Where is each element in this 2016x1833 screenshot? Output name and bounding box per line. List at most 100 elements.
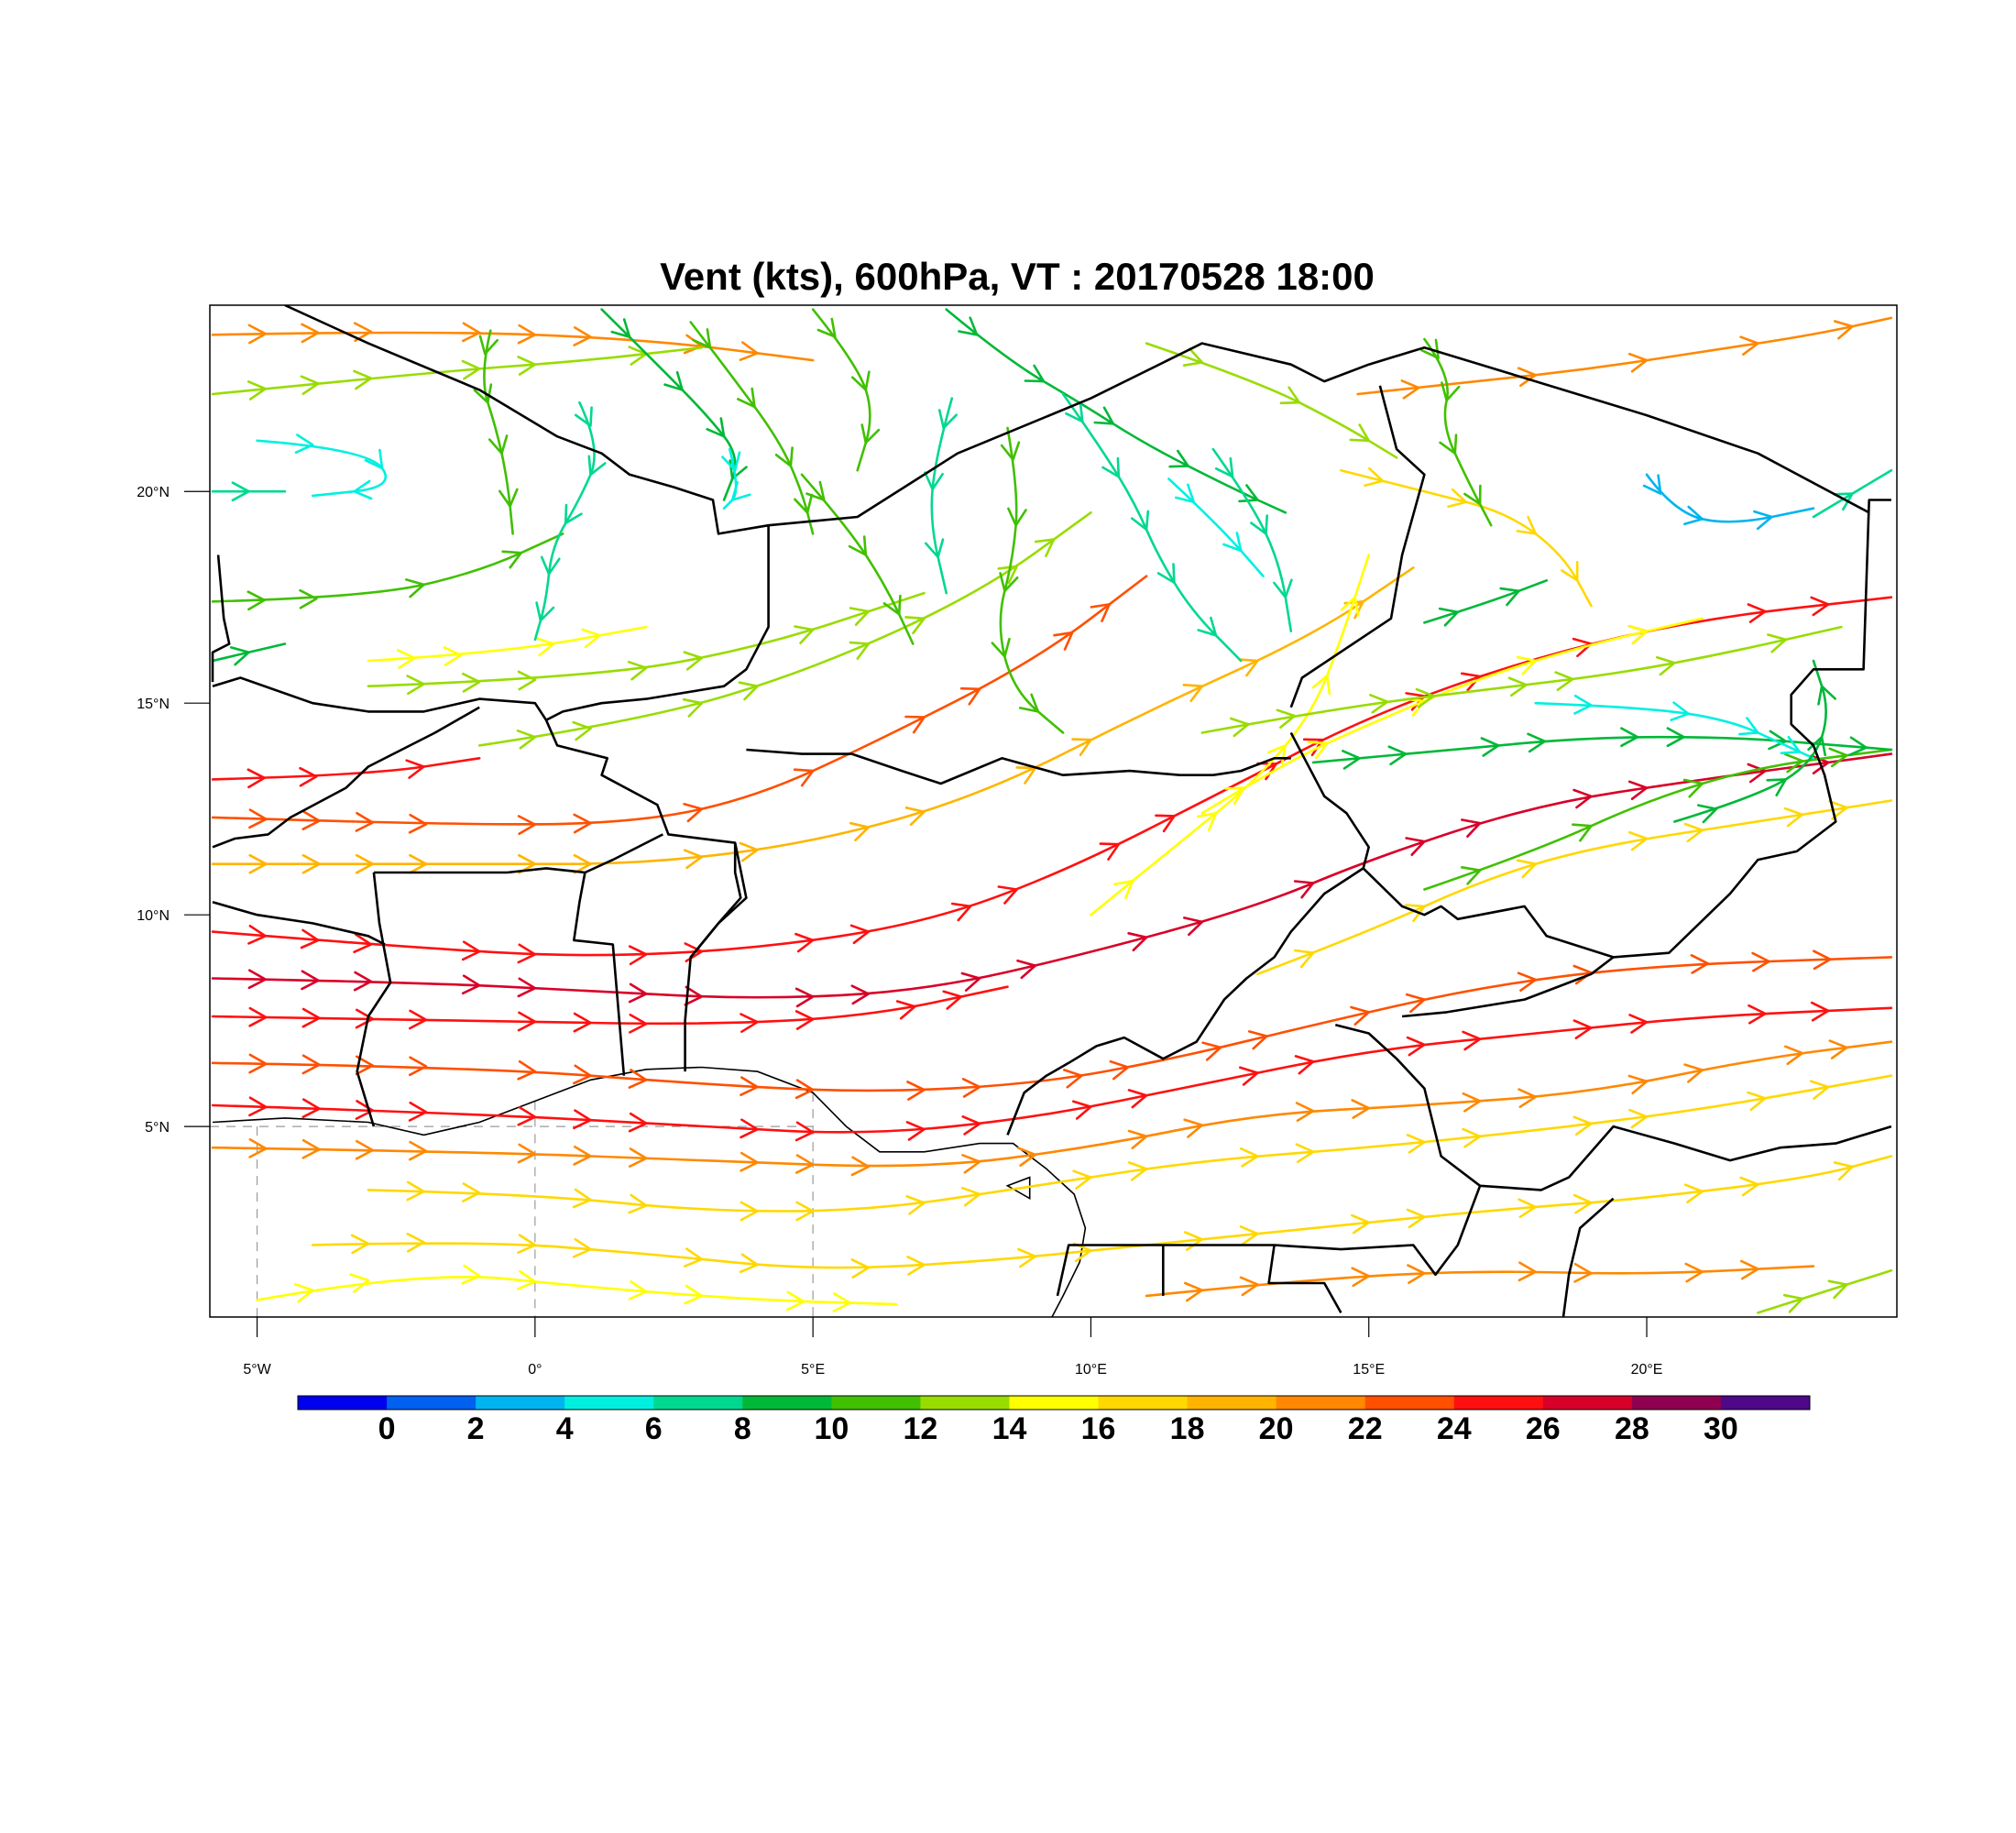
streamline-path: [1211, 447, 1293, 632]
wind-arrow: [1197, 616, 1218, 637]
streamline-path: [211, 566, 1415, 866]
wind-arrow: [1748, 1004, 1767, 1025]
wind-arrow: [905, 1121, 926, 1141]
wind-arrow: [1407, 1264, 1426, 1284]
wind-arrow: [850, 984, 871, 1005]
wind-arrow: [739, 341, 759, 361]
streamline: [256, 1264, 898, 1312]
wind-arrow: [573, 1145, 592, 1166]
wind-arrow: [740, 1013, 759, 1033]
wind-arrow: [517, 1105, 537, 1126]
wind-arrow: [950, 902, 972, 922]
wind-arrow: [1462, 1030, 1482, 1051]
wind-arrow: [353, 933, 373, 953]
wind-arrow: [1670, 701, 1690, 721]
wind-arrow: [1127, 1129, 1148, 1150]
wind-arrow: [1666, 727, 1685, 748]
country-border: [356, 872, 392, 1127]
wind-arrow: [299, 588, 318, 609]
wind-arrow: [1183, 1118, 1204, 1138]
streamline-path: [1200, 625, 1843, 734]
wind-arrow: [1572, 823, 1593, 842]
wind-arrow: [1517, 1088, 1537, 1108]
wind-arrow: [517, 1234, 537, 1254]
wind-arrow: [683, 651, 704, 671]
wind-arrow: [350, 1234, 370, 1255]
colorbar-swatch: [298, 1396, 388, 1410]
wind-arrow: [849, 641, 871, 660]
lat-tick-label: 15°N: [137, 697, 170, 712]
wind-arrow: [1063, 1069, 1083, 1089]
colorbar-label: 12: [903, 1411, 937, 1446]
wind-arrow: [248, 808, 268, 829]
wind-arrow: [1238, 484, 1259, 503]
colorbar-swatch: [387, 1396, 477, 1410]
country-border: [1056, 1244, 1080, 1297]
streamline: [367, 625, 648, 669]
wind-arrow: [1175, 483, 1195, 504]
streamline: [311, 1155, 1893, 1279]
wind-arrow: [1183, 916, 1204, 937]
wind-arrow: [1739, 335, 1759, 356]
streamline-path: [311, 1155, 1893, 1269]
wind-arrow: [1690, 954, 1710, 974]
colorbar-outline: [297, 1395, 1811, 1410]
wind-arrow: [1683, 1183, 1704, 1203]
wind-arrow: [925, 538, 945, 559]
colorbar-label: 6: [645, 1411, 663, 1446]
lon-tick-label: 0°: [528, 1362, 542, 1377]
wind-arrow: [1684, 1262, 1704, 1283]
wind-arrow: [1463, 484, 1482, 506]
wind-arrow: [794, 987, 815, 1008]
colorbar-swatch: [1364, 1396, 1455, 1410]
wind-arrow: [683, 334, 704, 355]
country-border: [211, 554, 231, 683]
wind-arrow: [1155, 814, 1176, 833]
lon-tick-label: 5°E: [801, 1362, 825, 1377]
lat-tick-label: 20°N: [137, 485, 170, 500]
wind-arrow: [1222, 532, 1243, 553]
colorbar-label: 0: [378, 1411, 396, 1446]
wind-arrow: [1461, 866, 1482, 885]
colorbar-label: 28: [1615, 1411, 1649, 1446]
streamline: [811, 308, 881, 472]
lat-tick-label: 10°N: [137, 908, 170, 924]
streamline-path: [800, 473, 915, 645]
wind-arrow: [1364, 466, 1385, 487]
country-border: [1561, 1197, 1615, 1317]
wind-arrow: [301, 970, 320, 991]
wind-arrow: [999, 572, 1019, 593]
wind-arrow: [462, 1182, 481, 1202]
wind-arrow: [1572, 1115, 1593, 1136]
streamline-path: [211, 757, 481, 781]
wind-arrow: [1239, 1276, 1259, 1297]
wind-arrow: [1517, 367, 1537, 387]
wind-arrow: [832, 1292, 851, 1312]
wind-arrow: [1780, 736, 1802, 755]
streamline-path: [1423, 337, 1493, 527]
streamline: [1340, 466, 1593, 608]
wind-arrow: [1751, 951, 1770, 972]
wind-arrow: [1747, 1091, 1767, 1112]
lon-tick-label: 5°W: [243, 1362, 271, 1377]
lon-tick-label: 10°E: [1075, 1362, 1107, 1377]
wind-arrow: [353, 369, 373, 390]
wind-arrow: [573, 1109, 592, 1130]
streamline-path: [1645, 473, 1815, 523]
wind-arrow: [573, 326, 592, 346]
wind-arrow: [461, 359, 481, 380]
wind-arrow: [721, 451, 741, 472]
streamline: [1356, 316, 1893, 400]
wind-arrow: [1065, 401, 1084, 423]
wind-arrow: [1109, 1059, 1130, 1081]
wind-arrow: [849, 821, 871, 841]
wind-arrow: [1182, 347, 1204, 367]
streamline: [1423, 579, 1549, 627]
wind-arrow: [924, 471, 944, 491]
wind-arrow: [684, 1284, 704, 1305]
wind-arrow: [1572, 1019, 1593, 1039]
wind-arrow: [248, 1096, 268, 1117]
streamline: [1673, 659, 1836, 824]
streamline-path: [367, 1074, 1893, 1213]
wind-arrow: [1156, 563, 1176, 584]
